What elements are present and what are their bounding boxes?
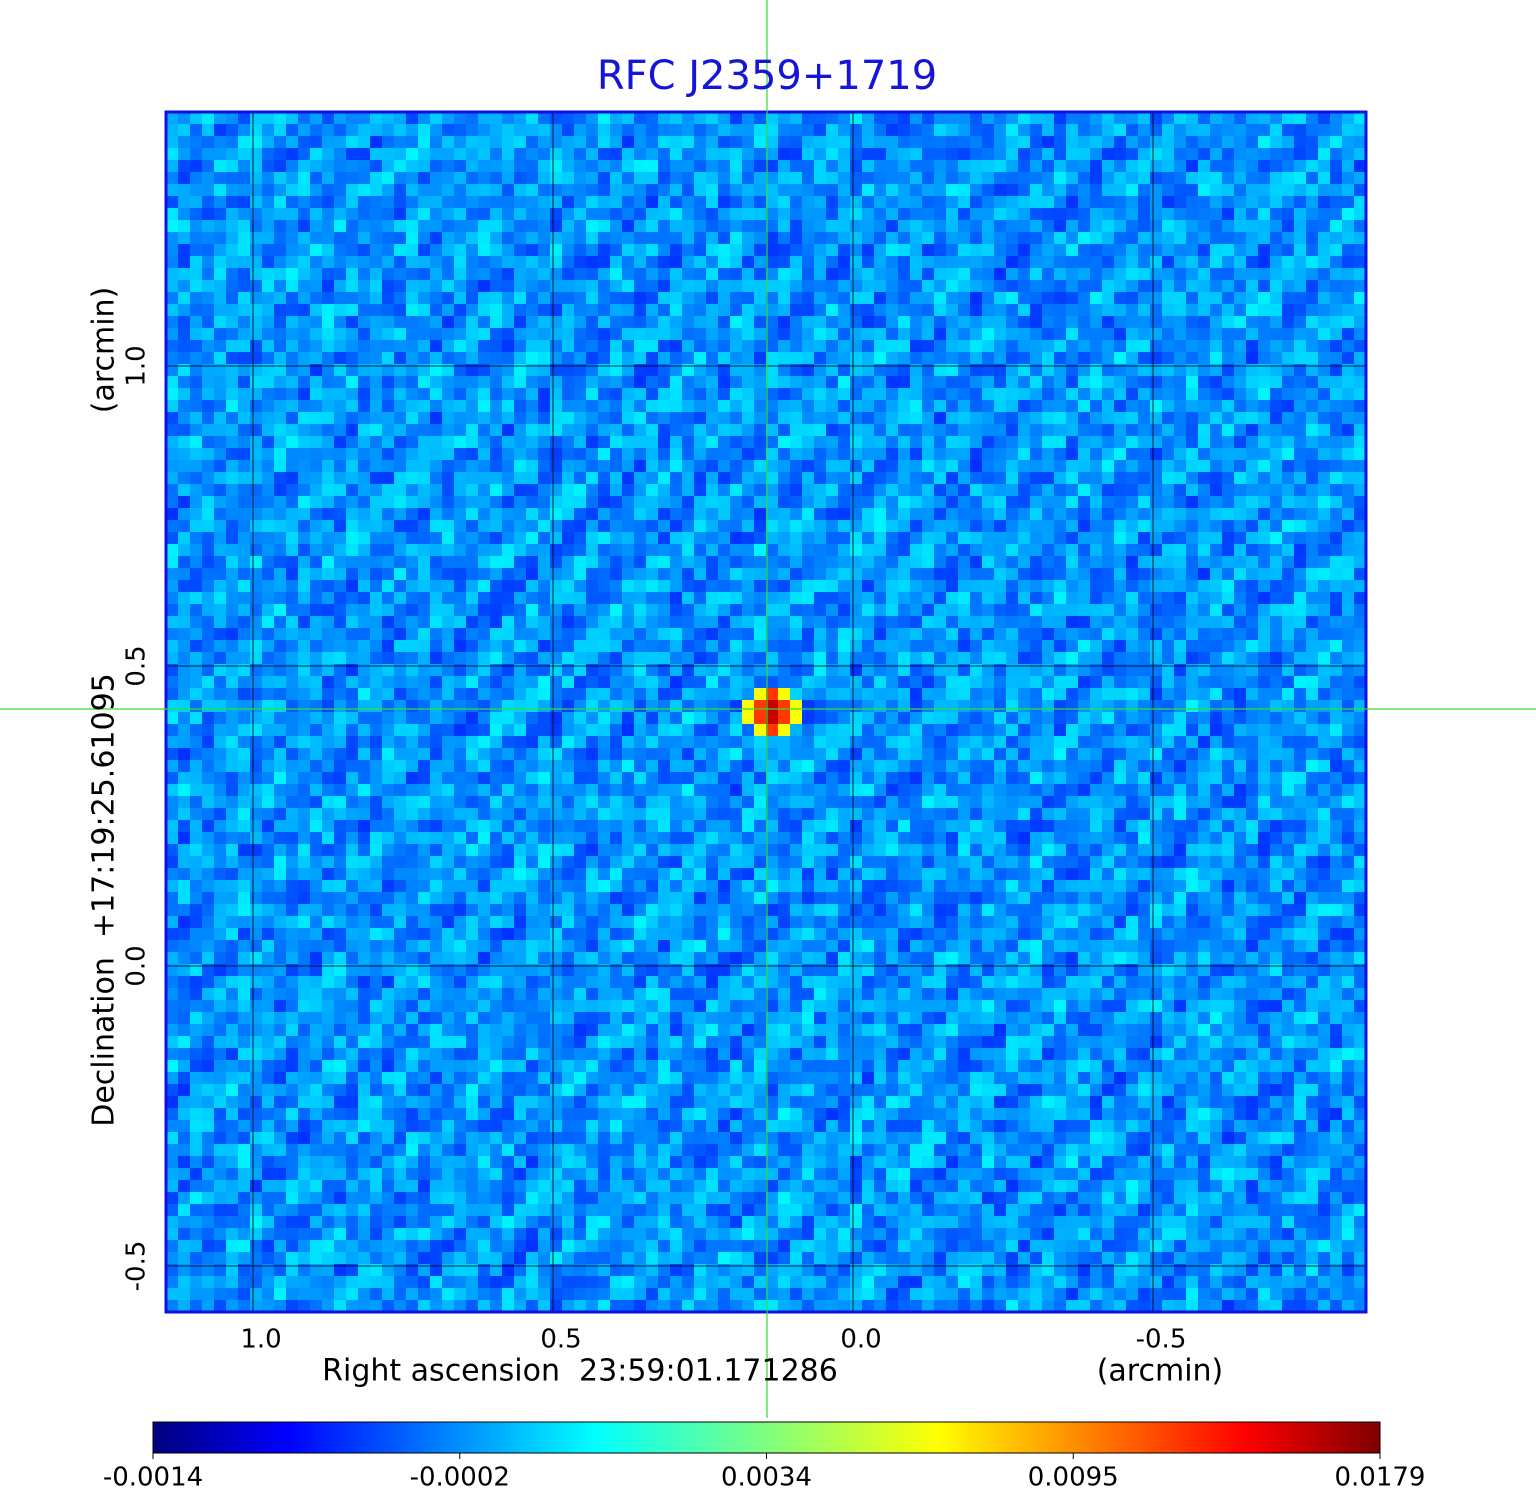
image-pixels xyxy=(166,112,1367,1313)
y-axis-unit: (arcmin) xyxy=(87,287,122,414)
y-tick-label: 0.0 xyxy=(122,945,152,986)
plot-frame xyxy=(164,110,1368,1314)
x-tick-label: 0.5 xyxy=(540,1325,581,1355)
chart-title: RFC J2359+1719 xyxy=(597,53,937,99)
x-axis-unit: (arcmin) xyxy=(1097,1354,1224,1389)
y-axis-label: Declination +17:19:25.61095 xyxy=(87,673,122,1127)
colorbar-tick-label: 0.0034 xyxy=(721,1463,812,1493)
grid xyxy=(166,112,1366,1312)
x-tick-label: 0.0 xyxy=(840,1325,881,1355)
colorbar-tick-label: -0.0014 xyxy=(103,1463,203,1493)
x-tick-label: -0.5 xyxy=(1136,1325,1187,1355)
colorbar xyxy=(152,1421,1381,1454)
x-axis-label: Right ascension 23:59:01.171286 xyxy=(322,1354,838,1389)
colorbar-tick-label: -0.0002 xyxy=(410,1463,510,1493)
colorbar-tick-label: 0.0179 xyxy=(1335,1463,1426,1493)
y-tick-label: -0.5 xyxy=(122,1241,152,1292)
y-tick-label: 1.0 xyxy=(122,345,152,386)
x-tick-label: 1.0 xyxy=(240,1325,281,1355)
y-tick-label: 0.5 xyxy=(122,645,152,686)
colorbar-tick-label: 0.0095 xyxy=(1028,1463,1119,1493)
